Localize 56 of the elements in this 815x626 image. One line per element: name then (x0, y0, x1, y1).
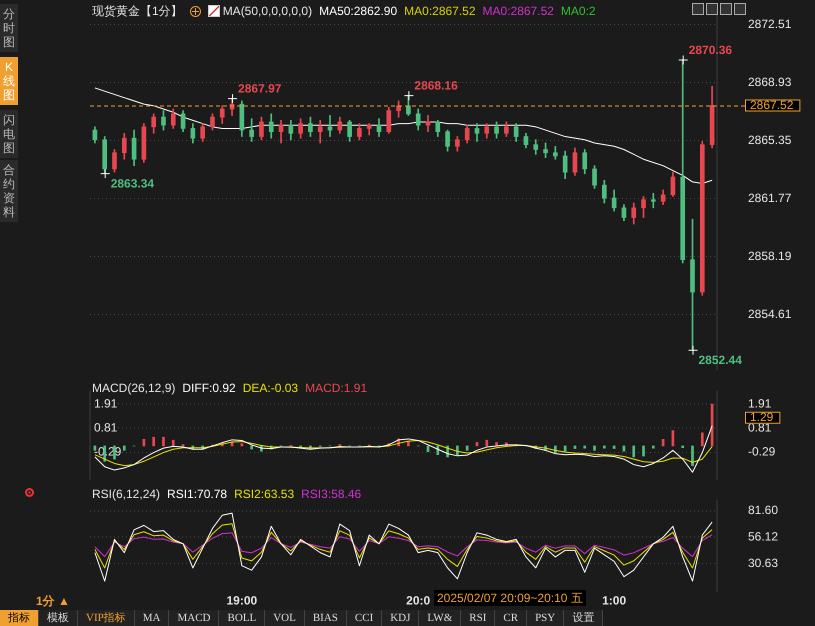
text: BOLL (219, 610, 266, 626)
text: VOL (265, 610, 305, 626)
y-tick-label: 30.63 (748, 556, 778, 570)
chart-title: 现货黄金【1分】 (92, 2, 183, 20)
y-tick-label: 2872.51 (748, 16, 792, 31)
text: BIAS (304, 610, 347, 626)
text: 合约资料 (0, 160, 18, 222)
text: 1.29 (750, 410, 774, 424)
text: 2025/02/07 20:09~20:10 五 (434, 590, 586, 606)
series-label: RSI1:70.78 (167, 487, 228, 501)
ref-line-label: 2867.52 (750, 98, 794, 112)
text: DIFF:0.92 (182, 381, 236, 395)
text: RSI (461, 610, 496, 626)
text: MA50:2862.90 (319, 4, 398, 18)
text: 1分 ▲ (36, 593, 70, 610)
text: CCI (346, 610, 382, 626)
y-tick-label: 2858.19 (748, 248, 792, 263)
annotation: MA0:2867.52 (482, 4, 554, 18)
y-tick-label: 2861.77 (748, 190, 792, 205)
text: MACD:1.91 (305, 381, 368, 395)
text: VIP指标 (78, 610, 135, 626)
chart-title: MACD(26,12,9) (92, 381, 176, 395)
text: 闪电图 (0, 110, 18, 158)
y-tick-label: 2868.93 (748, 74, 792, 89)
y-tick-label: 2854.61 (748, 306, 792, 321)
annotation: 2868.16 (414, 78, 458, 92)
chart-title: RSI(6,12,24) (92, 487, 160, 501)
series-label: RSI2:63.53 (234, 487, 294, 501)
annotation: 2863.34 (110, 176, 154, 190)
x-tick-label: 20:0 (406, 594, 431, 608)
y-tick-label: 0.81 (94, 420, 118, 435)
annotation: MA0:2867.52 (404, 4, 476, 18)
y-tick-label: 56.12 (748, 530, 778, 544)
text: MA (134, 610, 170, 626)
text: KDJ (382, 610, 420, 626)
annotation: 2867.97 (238, 81, 282, 96)
y-tick-label: 2865.35 (748, 132, 792, 147)
y-tick-label: 1.91 (94, 396, 118, 410)
y-tick-label: 81.60 (748, 503, 778, 518)
text: CR (495, 610, 528, 626)
annotation: MA(50,0,0,0,0,0) (222, 4, 312, 18)
text: 分时图 (0, 4, 18, 52)
text: K线图 (0, 57, 18, 105)
text: 模板 (39, 610, 78, 626)
text: MACD (169, 610, 220, 626)
text: 设置 (564, 610, 604, 626)
text: DEA:-0.03 (242, 381, 298, 395)
annotation: 2852.44 (698, 353, 742, 368)
annotation: MA0:2 (560, 4, 596, 18)
text: 指标 (0, 610, 39, 626)
x-tick-label: 1:00 (602, 594, 626, 608)
x-tick-label: 19:00 (226, 594, 258, 608)
annotation: 2870.36 (688, 42, 732, 57)
text: RSI3:58.46 (301, 487, 362, 501)
text: LW& (419, 610, 462, 626)
text: PSY (527, 610, 564, 626)
